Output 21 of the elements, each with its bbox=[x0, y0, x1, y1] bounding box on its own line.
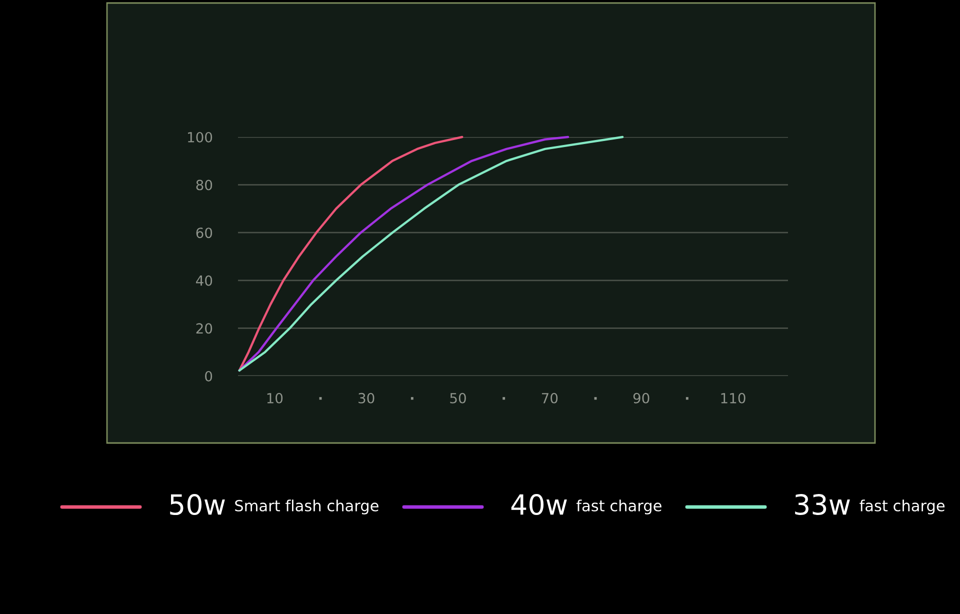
x-tick-label: · bbox=[686, 397, 688, 400]
x-tick-label: · bbox=[594, 397, 597, 400]
x-tick-label: 110 bbox=[721, 392, 746, 404]
legend-label: 33w fast charge bbox=[795, 494, 945, 516]
y-tick-label: 80 bbox=[196, 180, 212, 190]
x-tick-label: 10 bbox=[267, 392, 283, 404]
legend-label: 50w Smart flash charge bbox=[170, 494, 378, 516]
y-tick-label: 40 bbox=[196, 275, 212, 286]
x-tick-label: 50 bbox=[450, 392, 466, 404]
line-series bbox=[238, 136, 464, 372]
x-tick-label: · bbox=[410, 397, 414, 400]
x-tick-label: 90 bbox=[633, 392, 650, 404]
x-tick-label: 70 bbox=[542, 392, 558, 404]
y-tick-label: 0 bbox=[205, 370, 212, 382]
legend-label: 40w fast charge bbox=[511, 494, 662, 516]
x-tick-label: · bbox=[502, 397, 506, 400]
x-tick-label: 30 bbox=[358, 392, 374, 404]
y-tick-label: 100 bbox=[188, 132, 212, 142]
x-tick-label: · bbox=[319, 397, 322, 400]
y-tick-label: 60 bbox=[196, 228, 212, 238]
y-tick-label: 20 bbox=[196, 323, 212, 334]
